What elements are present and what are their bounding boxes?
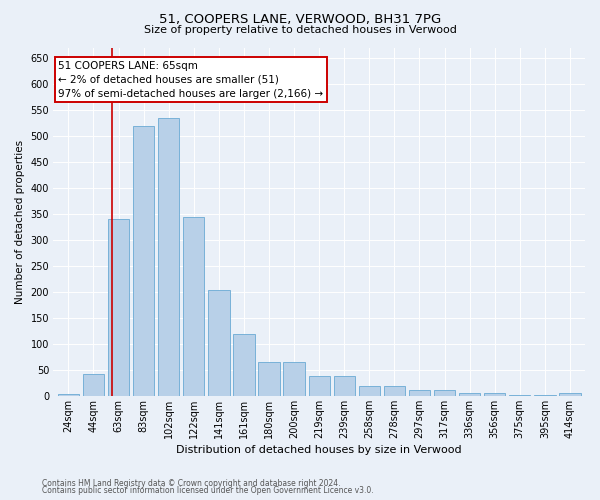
Y-axis label: Number of detached properties: Number of detached properties [15,140,25,304]
Bar [409,390,430,396]
Bar [283,362,305,396]
Bar [58,394,79,396]
Bar [208,290,230,396]
Text: 51 COOPERS LANE: 65sqm
← 2% of detached houses are smaller (51)
97% of semi-deta: 51 COOPERS LANE: 65sqm ← 2% of detached … [58,60,323,98]
Text: Contains HM Land Registry data © Crown copyright and database right 2024.: Contains HM Land Registry data © Crown c… [42,478,341,488]
Bar [133,126,154,396]
Bar [434,390,455,396]
Bar [334,376,355,396]
Bar [484,394,505,396]
Bar [384,386,405,396]
Text: Contains public sector information licensed under the Open Government Licence v3: Contains public sector information licen… [42,486,374,495]
Bar [534,395,556,396]
Bar [509,395,530,396]
Bar [359,386,380,396]
Bar [183,216,205,396]
Bar [233,334,254,396]
Bar [83,374,104,396]
Bar [308,376,330,396]
Bar [459,394,480,396]
X-axis label: Distribution of detached houses by size in Verwood: Distribution of detached houses by size … [176,445,462,455]
Text: 51, COOPERS LANE, VERWOOD, BH31 7PG: 51, COOPERS LANE, VERWOOD, BH31 7PG [159,12,441,26]
Bar [108,219,129,396]
Bar [259,362,280,396]
Text: Size of property relative to detached houses in Verwood: Size of property relative to detached ho… [143,25,457,35]
Bar [559,394,581,396]
Bar [158,118,179,396]
